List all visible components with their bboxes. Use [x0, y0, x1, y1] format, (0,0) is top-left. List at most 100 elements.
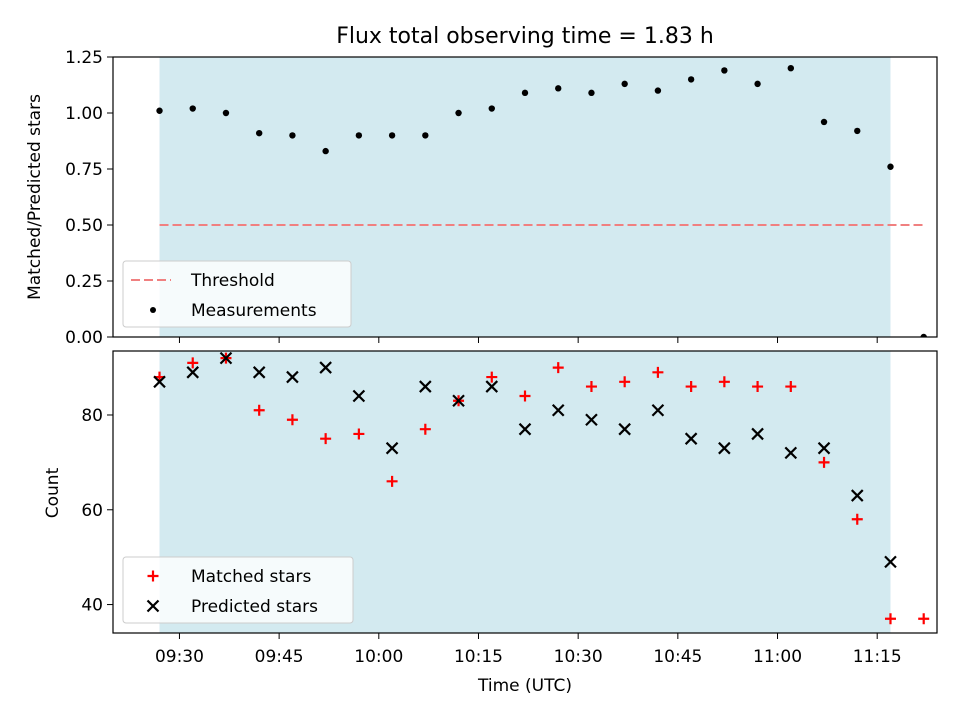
measurement-point [588, 89, 595, 97]
measurement-point [654, 87, 662, 94]
x-tick-label: 10:15 [454, 647, 503, 667]
measurement-point [621, 80, 628, 88]
x-axis-label: Time (UTC) [477, 676, 572, 696]
predicted-stars-point [784, 446, 798, 460]
predicted-stars-point [352, 389, 366, 403]
x-tick-label: 10:45 [653, 647, 702, 667]
predicted-stars-point [884, 555, 897, 569]
plot-frame [112, 350, 938, 634]
matched-stars-point [552, 362, 564, 374]
x-tick-label: 09:45 [255, 647, 304, 667]
predicted-stars-point [551, 403, 565, 417]
measurement-point [555, 85, 562, 92]
measurement-point [355, 132, 363, 139]
y-tick-label: 0.50 [65, 216, 103, 236]
measurement-point [156, 107, 163, 114]
matched-stars-point [286, 414, 298, 426]
measurement-point [687, 76, 695, 83]
matched-stars-point [320, 433, 332, 445]
matched-stars-point [419, 423, 431, 435]
y-tick-label: 80 [81, 406, 103, 426]
matched-stars-point [585, 381, 597, 393]
legend-predicted-swatch [146, 599, 160, 613]
x-tick-label: 11:15 [853, 647, 902, 667]
x-tick-label: 10:00 [354, 647, 403, 667]
predicted-stars-point [518, 422, 532, 436]
measurement-point [787, 65, 795, 72]
predicted-stars-point [485, 380, 499, 393]
measurement-point [222, 109, 230, 117]
x-tick-label: 09:30 [155, 647, 204, 667]
matched-stars-point [918, 613, 930, 625]
matched-stars-point [752, 381, 764, 393]
y-tick-label: 0.00 [65, 328, 103, 348]
bottom-panel: 40 60 80 09:30 09:45 10:00 10:15 10:30 10:45 11:0… [81, 350, 938, 667]
legend: Matched stars Predicted stars [122, 556, 354, 624]
matched-stars-point [619, 376, 631, 388]
measurement-point [255, 129, 263, 137]
measurement-point [388, 132, 396, 139]
predicted-stars-point [684, 432, 698, 445]
predicted-stars-point [153, 375, 166, 389]
matched-stars-point [851, 513, 863, 525]
predicted-stars-point [186, 366, 200, 379]
predicted-stars-point [219, 351, 233, 365]
x-tick-label: 11:00 [753, 647, 802, 667]
measurement-point [887, 163, 894, 170]
legend-matched-swatch [147, 570, 159, 582]
matched-stars-point [818, 456, 830, 468]
measurement-point [721, 67, 728, 74]
matched-stars-point [486, 371, 498, 383]
predicted-stars-point [751, 427, 764, 441]
y-tick-label: 0.75 [65, 160, 103, 180]
legend-label: Predicted stars [191, 597, 318, 617]
legend-measurements-swatch [150, 307, 156, 313]
top-y-axis-label: Matched/Predicted stars [25, 94, 45, 300]
predicted-stars-point [850, 489, 864, 502]
predicted-stars-point [385, 441, 399, 455]
y-tick-label: 40 [81, 596, 103, 616]
predicted-stars-point [319, 361, 332, 374]
matched-stars-point [884, 613, 896, 625]
measurement-point [322, 147, 329, 155]
legend-label: Threshold [190, 271, 275, 291]
y-tick-label: 1.25 [65, 48, 103, 68]
predicted-stars-point [252, 366, 266, 379]
x-tick-label: 10:30 [554, 647, 603, 667]
matched-stars-point [785, 381, 797, 393]
predicted-stars-point [585, 413, 598, 427]
measurement-point [289, 132, 296, 139]
matched-stars-point [187, 357, 199, 369]
measurement-point [854, 127, 861, 135]
top-panel: 0.00 0.25 0.50 0.75 1.00 1.25 Threshold Measure… [65, 48, 938, 348]
predicted-stars-point [618, 422, 631, 436]
matched-stars-point [353, 428, 365, 440]
plot-area [156, 65, 927, 337]
predicted-stars-point [817, 441, 831, 455]
legend-label: Matched stars [191, 567, 311, 587]
measurement-point [422, 132, 429, 139]
matched-stars-point [253, 404, 265, 416]
predicted-stars-point [452, 394, 465, 408]
measurement-point [521, 89, 529, 97]
chart-title: Flux total observing time = 1.83 h [336, 24, 714, 49]
measurement-point [820, 118, 828, 126]
measurement-point [189, 105, 196, 112]
bottom-y-axis-label: Count [43, 467, 63, 518]
predicted-stars-point [419, 380, 432, 393]
matched-stars-point [718, 376, 730, 388]
predicted-stars-point [286, 370, 299, 384]
measurement-point [455, 109, 462, 117]
y-tick-label: 1.00 [65, 104, 103, 124]
matched-stars-point [652, 366, 664, 378]
y-tick-label: 0.25 [65, 272, 103, 292]
measurement-point [754, 80, 761, 88]
measurement-point [488, 105, 495, 112]
legend-label: Measurements [191, 301, 317, 321]
legend-box [122, 260, 352, 328]
matched-stars-point [386, 475, 398, 487]
matched-stars-point [685, 381, 697, 393]
legend-box [122, 556, 354, 624]
measurement-point [920, 333, 927, 337]
